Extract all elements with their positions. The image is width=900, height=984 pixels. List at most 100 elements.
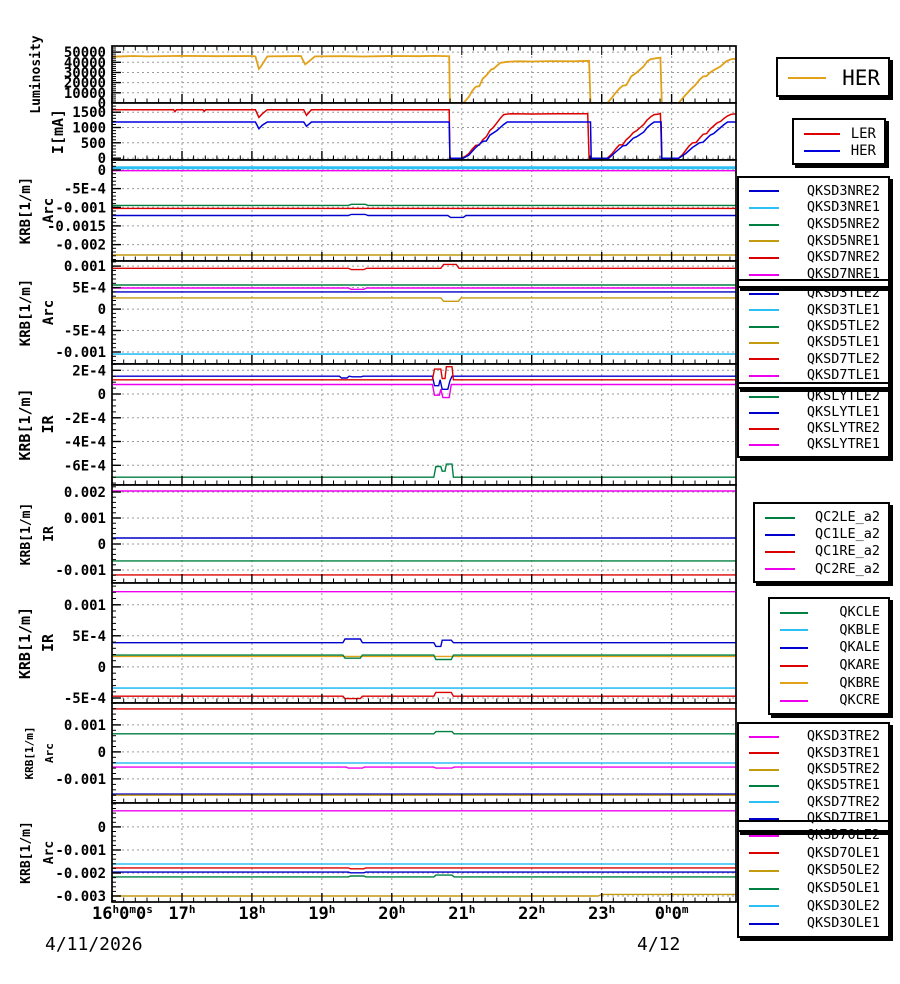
legend-label: QKSD3NRE2 <box>806 182 880 199</box>
legend-entry: QKSD3OLE1 <box>739 915 888 933</box>
legend-label: QKSD5NRE2 <box>806 215 880 232</box>
legend-line-sample <box>749 752 779 755</box>
legend-entry: QKSD5TLE2 <box>739 319 888 335</box>
series-QKSD3NRE2 <box>112 213 736 219</box>
legend-label: LER <box>850 125 876 142</box>
legend-line-sample <box>749 785 779 788</box>
series-QKSD5OLE2 <box>112 893 736 897</box>
legend-entry: QC2LE_a2 <box>755 509 888 526</box>
legend-label: QKSD7NRE2 <box>806 249 880 266</box>
y-tick-label: 1000 <box>72 121 106 137</box>
legend-line-sample <box>749 852 779 855</box>
legend-line-sample <box>749 887 779 890</box>
series-QKSD5OLE1 <box>112 874 736 878</box>
legend-entry: QKSD3NRE1 <box>739 200 888 217</box>
legend-entry: QKBLE <box>770 622 888 640</box>
legend-line-sample <box>749 325 779 328</box>
legend-label: QKBLE <box>839 621 880 638</box>
legend-line-sample <box>749 768 779 771</box>
legend-label: QKSD7TRE2 <box>806 793 880 810</box>
legend-label: QKSD3OLE1 <box>806 915 880 932</box>
y-tick-label: 50000 <box>64 45 106 61</box>
x-tick-label: 22h <box>518 903 546 924</box>
y-tick-label: -0.001 <box>55 200 106 216</box>
x-tick-label: 23h <box>588 903 616 924</box>
legend-line-sample <box>749 358 779 361</box>
legend-line-sample <box>780 682 808 685</box>
y-axis-label: KRB[1/m] <box>23 727 36 780</box>
x-tick-label: 18h <box>238 903 266 924</box>
legend-entry: QKSD3NRE2 <box>739 183 888 200</box>
legend-label: QKCLE <box>839 604 880 621</box>
series-QKSD7TLE1 <box>112 287 736 290</box>
y-tick-label: -0.002 <box>55 238 106 254</box>
legend-entry: QKSD7NRE2 <box>739 250 888 267</box>
legend-line-sample <box>749 206 779 209</box>
legend-entry: QKSD5TRE1 <box>739 778 888 794</box>
y-axis-label: Arc <box>42 841 57 864</box>
legend-line-sample <box>749 817 779 820</box>
legend-label: HER <box>850 143 876 160</box>
y-tick-label: 0 <box>98 151 106 167</box>
legend-arc-tle: QKSD3TLE2 QKSD3TLE1 QKSD5TLE2 QKSD5TLE1 QKSD… <box>737 279 890 389</box>
legend-label: QKSD3TLE1 <box>806 301 880 318</box>
legend-line-sample <box>780 629 808 632</box>
y-axis-label: Arc <box>43 743 56 763</box>
legend-entry: QKSD7NRE1 <box>739 266 888 283</box>
legend-label: QKSD7OLE1 <box>806 844 880 861</box>
y-tick-label: 0.001 <box>64 511 106 527</box>
y-tick-label: -0.003 <box>55 889 106 905</box>
y-tick-label: -4E-4 <box>64 435 106 451</box>
series-QKSD5TLE1 <box>112 297 736 302</box>
legend-entry: QKSLYTRE2 <box>739 421 888 437</box>
legend-label: QKSD3NRE1 <box>806 199 880 216</box>
legend-beam-current: LER HER <box>792 118 886 165</box>
series-QKSD3OLE1 <box>112 871 736 874</box>
legend-arc-nre: QKSD3NRE2 QKSD3NRE1 QKSD5NRE2 QKSD5NRE1 QKSD… <box>737 176 890 288</box>
legend-line-sample <box>765 516 795 519</box>
legend-entry: QKSD3TRE1 <box>739 745 888 761</box>
legend-ir-qk: QKCLE QKBLE QKALE QKARE QKBRE QKCRE <box>768 597 890 715</box>
y-tick-label: -0.001 <box>55 843 106 859</box>
legend-entry: QKSD5TLE1 <box>739 335 888 351</box>
legend-entry: QKSD7TLE2 <box>739 351 888 367</box>
legend-line-sample <box>788 77 826 79</box>
legend-label: QKBRE <box>839 674 880 691</box>
y-axis-label: KRB[1/m] <box>18 279 34 346</box>
legend-entry: QKALE <box>770 639 888 657</box>
legend-line-sample <box>749 240 779 243</box>
legend-entry: QC1LE_a2 <box>755 526 888 543</box>
legend-line-sample <box>780 700 808 703</box>
y-tick-label: 0 <box>98 745 106 761</box>
y-tick-label: 0 <box>98 96 106 112</box>
legend-luminosity: HER <box>776 57 890 97</box>
y-tick-label: 0 <box>98 820 106 836</box>
y-tick-label: 0 <box>98 302 106 318</box>
y-axis-label: KRB[1/m] <box>16 388 34 460</box>
x-tick-label: 19h <box>308 903 336 924</box>
y-tick-label: -5E-4 <box>64 691 106 707</box>
y-tick-label: 1500 <box>72 105 106 121</box>
legend-line-sample <box>749 342 779 345</box>
legend-entry: QKSD3OLE2 <box>739 898 888 916</box>
legend-line-sample <box>749 256 779 259</box>
legend-label: QKSD3TRE2 <box>806 728 880 745</box>
legend-line-sample <box>765 551 795 554</box>
legend-entry: QKSLYTRE1 <box>739 437 888 453</box>
series-HER <box>112 121 736 159</box>
legend-entry: QKSLYTLE1 <box>739 405 888 421</box>
y-tick-label: 40000 <box>64 55 106 71</box>
legend-line-sample <box>749 273 779 276</box>
legend-line-sample <box>780 664 808 667</box>
y-tick-label: -0.0015 <box>47 219 106 235</box>
series-QKSD7TLE2 <box>112 263 736 271</box>
legend-line-sample <box>749 428 779 430</box>
legend-label: QKSD3TLE2 <box>806 285 880 302</box>
legend-line-sample <box>749 834 779 837</box>
series-QKALE <box>112 638 736 648</box>
legend-entry: QKSD5TRE2 <box>739 762 888 778</box>
legend-entry: QKCRE <box>770 692 888 710</box>
y-tick-label: 5E-4 <box>72 629 106 645</box>
legend-label: QKARE <box>839 657 880 674</box>
y-tick-label: 0 <box>98 387 106 403</box>
